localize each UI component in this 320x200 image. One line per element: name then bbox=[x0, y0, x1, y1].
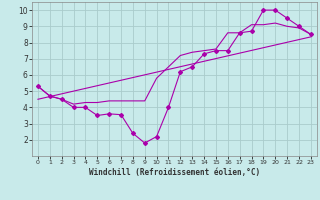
X-axis label: Windchill (Refroidissement éolien,°C): Windchill (Refroidissement éolien,°C) bbox=[89, 168, 260, 177]
